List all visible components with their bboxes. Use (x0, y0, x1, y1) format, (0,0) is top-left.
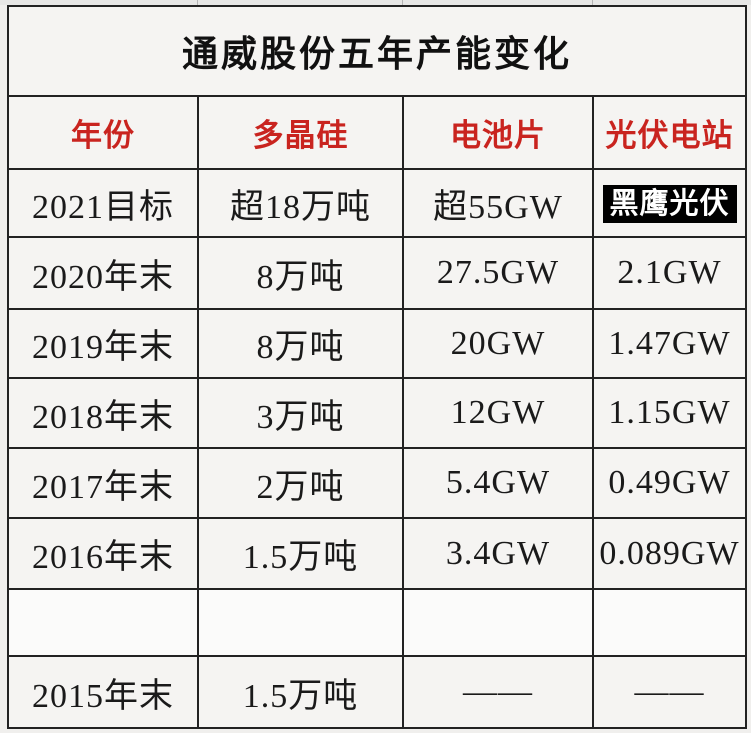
table-row: 2017年末 2万吨 5.4GW 0.49GW (7, 447, 748, 519)
table-cell: 2.1GW (591, 236, 748, 310)
table-row: 2018年末 3万吨 12GW 1.15GW (7, 377, 748, 449)
capacity-table: 通威股份五年产能变化 年份 多晶硅 电池片 光伏电站 2021目标 超18万吨 … (6, 5, 748, 729)
watermark-badge: 黑鹰光伏 (602, 184, 737, 223)
table-cell: —— (591, 655, 748, 729)
table-cell: 27.5GW (402, 236, 594, 310)
table-cell: 2016年末 (7, 517, 199, 590)
table-cell: 2万吨 (197, 447, 404, 519)
table-cell (402, 588, 594, 657)
table-cell: 8万吨 (197, 308, 404, 379)
table-cell: 1.5万吨 (197, 517, 404, 590)
table-cell: 超18万吨 (197, 168, 404, 238)
table-cell (591, 588, 748, 657)
table-row: 2015年末 1.5万吨 —— —— (7, 655, 748, 729)
table-cell: 超55GW (402, 168, 594, 238)
grid-tick (197, 0, 198, 5)
table-cell: 3万吨 (197, 377, 404, 449)
table-row: 2020年末 8万吨 27.5GW 2.1GW (7, 236, 748, 310)
table-cell: 8万吨 (197, 236, 404, 310)
spreadsheet-remnant-strip (0, 0, 751, 5)
table-cell: 2019年末 (7, 308, 199, 379)
grid-tick (402, 0, 403, 5)
table-cell: 0.089GW (591, 517, 748, 590)
table-cell: 2015年末 (7, 655, 199, 729)
column-header-year: 年份 (7, 95, 199, 170)
header-row: 年份 多晶硅 电池片 光伏电站 (7, 95, 748, 170)
title-row: 通威股份五年产能变化 (6, 5, 748, 97)
table-cell: 0.49GW (591, 447, 748, 519)
table-cell: 3.4GW (402, 517, 594, 590)
table-cell (197, 588, 404, 657)
table-cell: 5.4GW (402, 447, 594, 519)
table-cell: 20GW (402, 308, 594, 379)
table-row: 2021目标 超18万吨 超55GW 黑鹰光伏 (7, 168, 748, 238)
table-row-empty (7, 588, 748, 657)
table-cell: 1.15GW (591, 377, 748, 449)
table-cell: 1.5万吨 (197, 655, 404, 729)
page-title: 通威股份五年产能变化 (6, 5, 748, 97)
table-row: 2016年末 1.5万吨 3.4GW 0.089GW (7, 517, 748, 590)
table-cell (7, 588, 199, 657)
table-cell: 2017年末 (7, 447, 199, 519)
column-header-cells: 电池片 (402, 95, 594, 170)
table-cell: 2021目标 (7, 168, 199, 238)
column-header-polysilicon: 多晶硅 (197, 95, 404, 170)
table-cell: —— (402, 655, 594, 729)
column-header-pv-plant: 光伏电站 (591, 95, 748, 170)
table-cell: 12GW (402, 377, 594, 449)
table-cell: 1.47GW (591, 308, 748, 379)
table-cell: 2018年末 (7, 377, 199, 449)
table-cell: 2020年末 (7, 236, 199, 310)
table-cell: 黑鹰光伏 (591, 168, 748, 238)
grid-tick (592, 0, 593, 5)
table-row: 2019年末 8万吨 20GW 1.47GW (7, 308, 748, 379)
